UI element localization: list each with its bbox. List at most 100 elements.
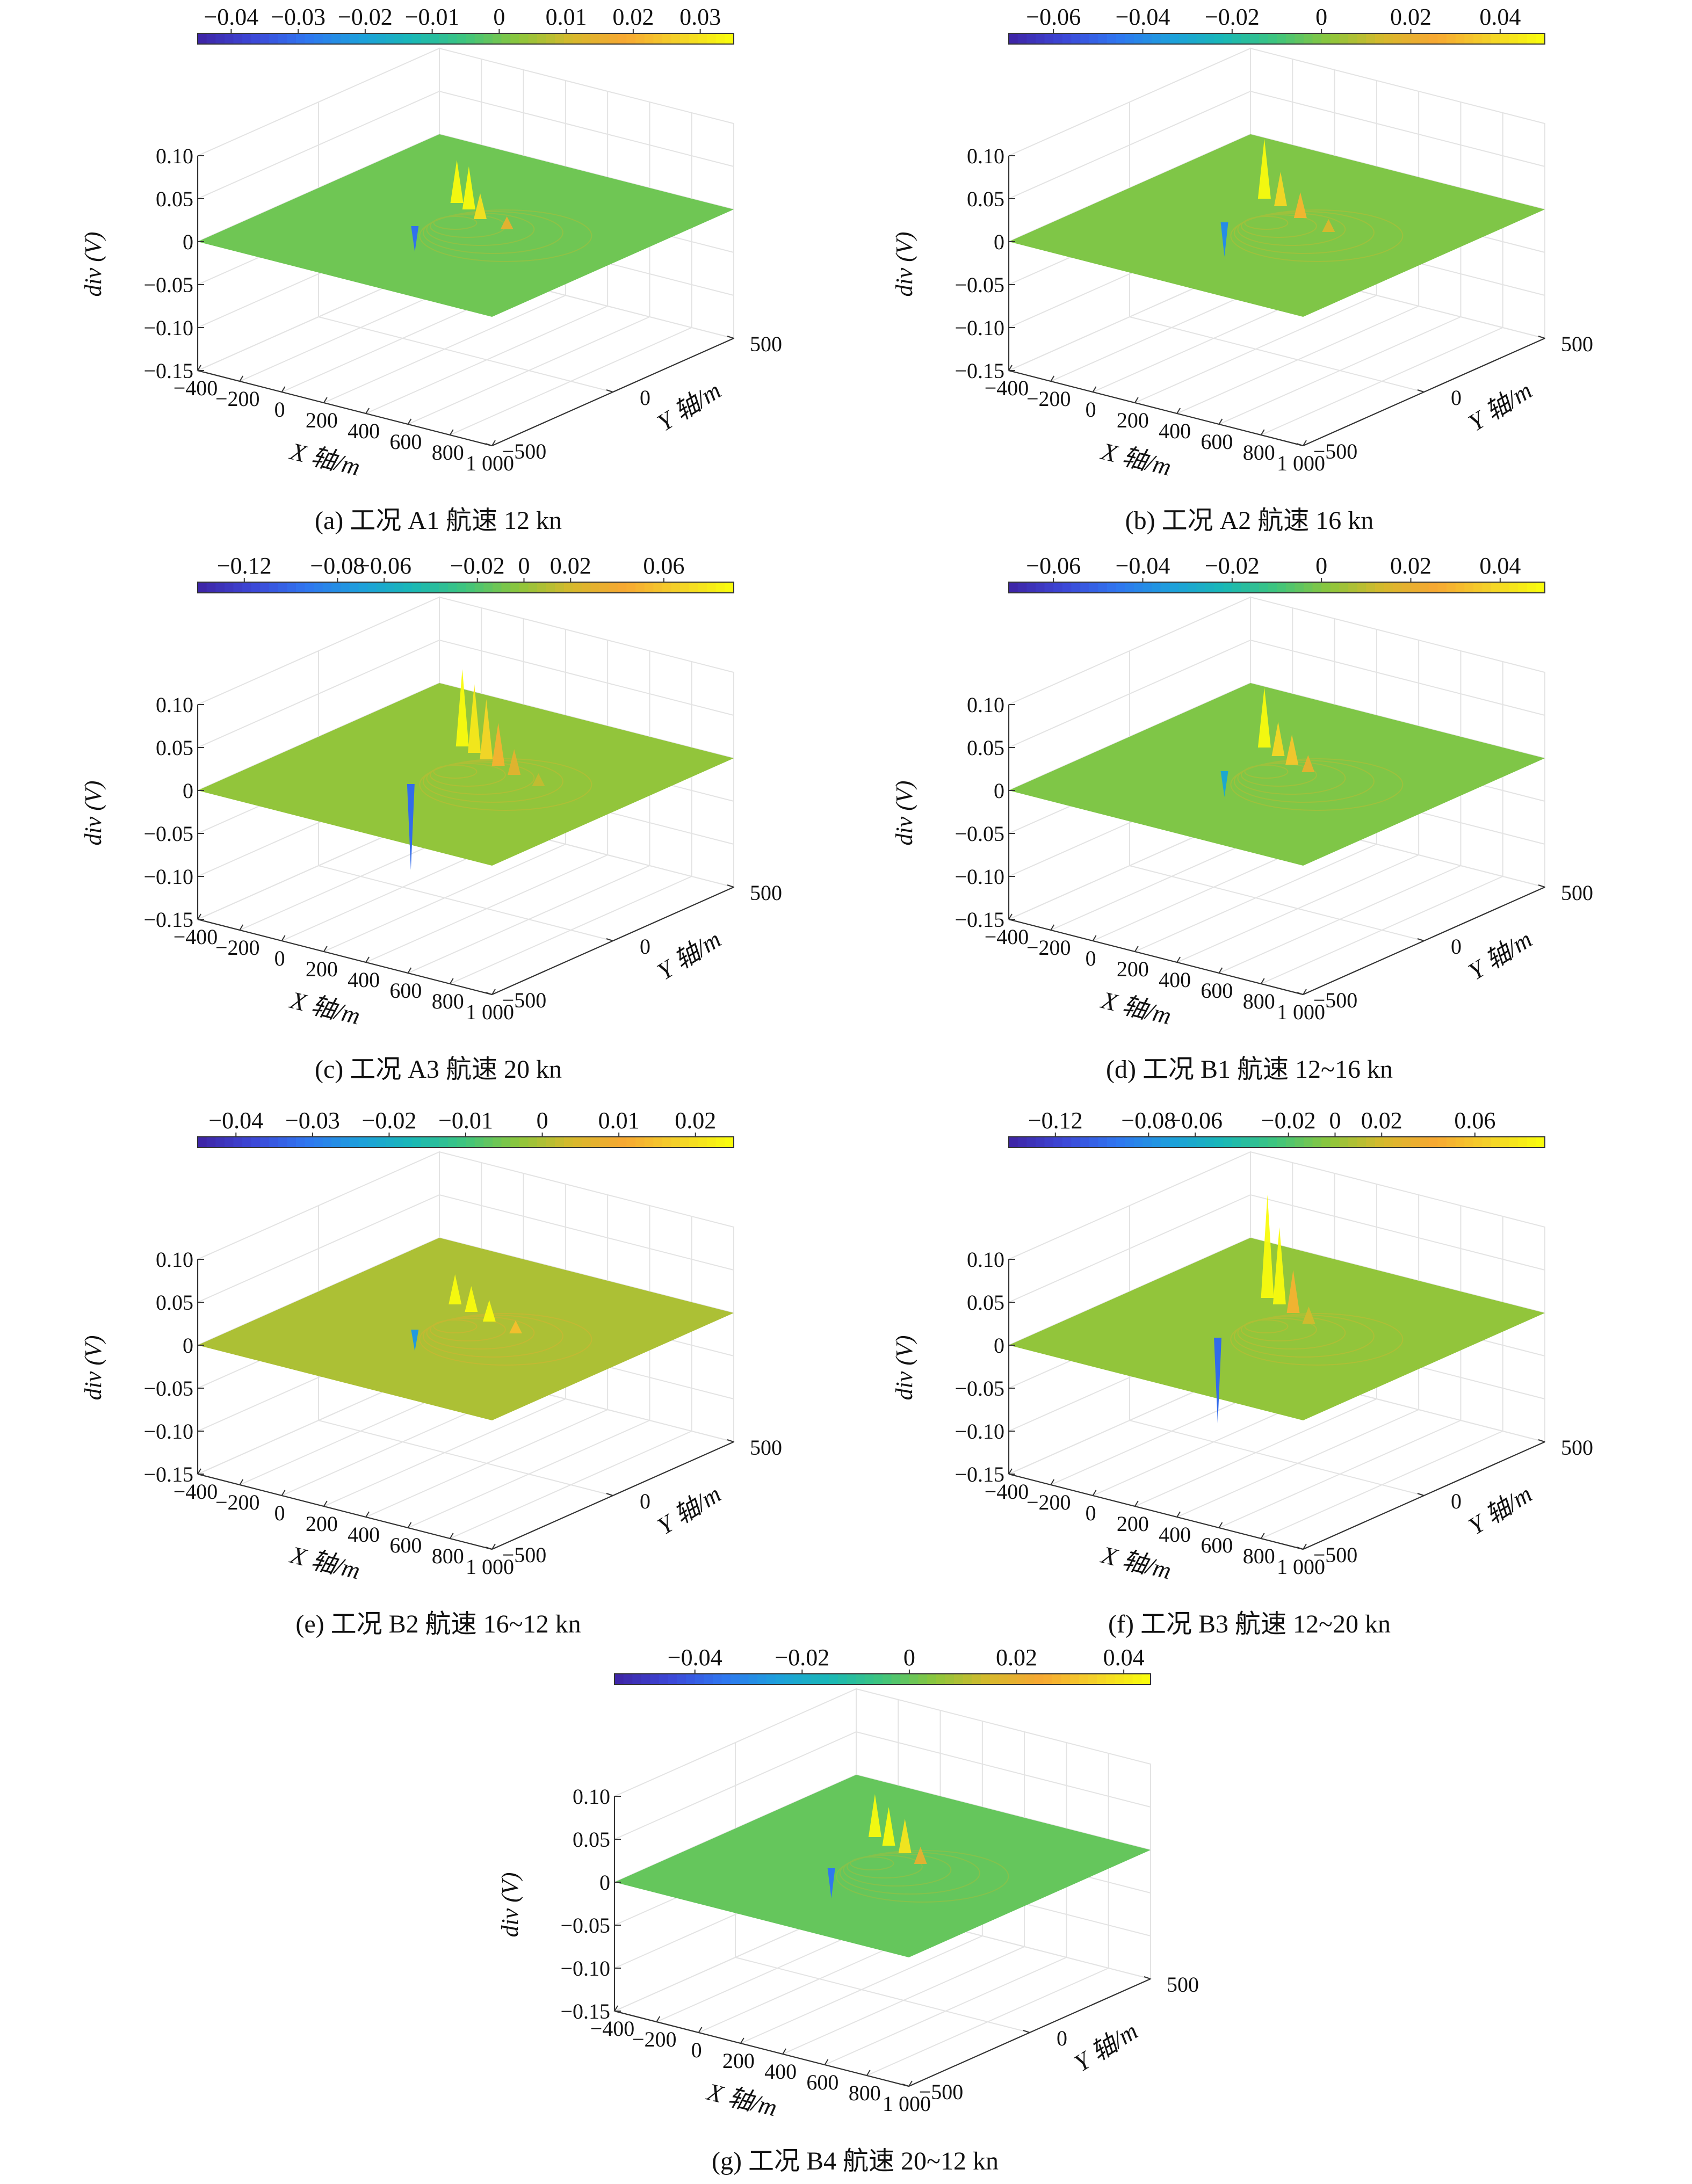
panel-b: 0.10 0.05 0 −0.05 −0.10 −0.15−400−200 0 200 400 6… (891, 4, 1593, 535)
colorbar-cell (1062, 582, 1072, 593)
colorbar-cell (1043, 1674, 1053, 1685)
z-tick-label: 0 (183, 230, 193, 254)
colorbar-cell (1455, 1137, 1465, 1148)
peak-3 (1301, 755, 1315, 772)
ripple (419, 1313, 592, 1366)
colorbar-cell (215, 582, 225, 593)
x-tick-label: −400 (985, 925, 1029, 949)
colorbar-cell (1232, 582, 1242, 593)
colorbar-cell (680, 582, 690, 593)
grid-line (614, 1731, 1151, 1840)
colorbar-cell (1536, 1137, 1545, 1148)
colorbar-cell (295, 582, 306, 593)
colorbar-cell (421, 1137, 431, 1148)
colorbar-cell (233, 1137, 243, 1148)
colorbar-cell (1152, 1137, 1161, 1148)
panel-d: 0.10 0.05 0 −0.05 −0.10 −0.15−400−200 0 200 400 6… (891, 553, 1593, 1084)
colorbar-cell (1295, 33, 1304, 44)
colorbar-cell (466, 1137, 475, 1148)
colorbar-cell (590, 33, 601, 44)
colorbar-cell (1017, 582, 1028, 593)
colorbar-cell (1143, 33, 1153, 44)
x-axis (1008, 369, 1304, 447)
colorbar-cell (287, 33, 297, 44)
panel-caption: (b) 工况 A2 航速 16 kn (1125, 506, 1374, 535)
z-tick-label: 0.05 (967, 736, 1004, 760)
y-tick-label: 0 (1451, 386, 1462, 410)
colorbar-cell (1035, 33, 1045, 44)
colorbar-cell (314, 1137, 323, 1148)
colorbar-cell (1241, 582, 1251, 593)
colorbar-cell (1250, 582, 1260, 593)
ripple (1244, 1319, 1289, 1333)
ripple (433, 216, 478, 230)
colorbar-cell (1052, 1674, 1062, 1685)
colorbar-cell (1375, 1137, 1385, 1148)
colorbar-cell (590, 582, 601, 593)
colorbar-cell (1312, 582, 1322, 593)
y-tick (485, 443, 493, 446)
colorbar-cell (698, 1137, 708, 1148)
colorbar-tick-label: −0.06 (1026, 4, 1081, 30)
colorbar-tick-label: 0 (518, 553, 530, 579)
x-tick (1008, 1468, 1013, 1475)
colorbar-cell (725, 33, 734, 44)
z-tick-label: −0.10 (955, 316, 1004, 340)
colorbar-cell (1016, 1674, 1026, 1685)
colorbar-cell (1062, 33, 1072, 44)
colorbar-cell (1464, 33, 1474, 44)
x-tick-label: 400 (1159, 1522, 1191, 1547)
colorbar-cell (367, 582, 377, 593)
x-tick-label: −400 (173, 925, 218, 949)
peak-1 (1272, 1227, 1286, 1304)
colorbar-cell (1071, 33, 1081, 44)
y-tick (727, 1439, 734, 1442)
colorbar-cell (1393, 1137, 1402, 1148)
colorbar-cell (662, 1137, 672, 1148)
colorbar-cell (1420, 1137, 1429, 1148)
colorbar-tick-label: 0.04 (1479, 4, 1521, 30)
colorbar-cell (242, 582, 252, 593)
colorbar-cell (251, 33, 261, 44)
x-tick-label: −200 (1026, 1490, 1071, 1514)
colorbar-cell (707, 582, 717, 593)
colorbar-cell (447, 33, 458, 44)
colorbar-cell (1053, 582, 1063, 593)
colorbar-frame (1008, 1136, 1545, 1148)
x-tick-label: 800 (1243, 440, 1275, 465)
colorbar-cell (519, 1137, 529, 1148)
z-tick-label: −0.15 (143, 908, 193, 932)
colorbar-cell (1107, 582, 1117, 593)
colorbar-cell (715, 33, 726, 44)
z-tick-label: 0.10 (156, 1247, 193, 1272)
colorbar-cell (873, 1674, 883, 1685)
colorbar-cell (1268, 33, 1277, 44)
colorbar-cell (412, 1137, 422, 1148)
colorbar-cell (847, 1674, 857, 1685)
colorbar-cell (447, 1137, 458, 1148)
y-tick-label: 0 (1451, 934, 1462, 959)
colorbar-cell (242, 1137, 252, 1148)
colorbar-cell (686, 1674, 696, 1685)
colorbar-tick-label: −0.01 (405, 4, 460, 30)
colorbar-tick-label: −0.02 (338, 4, 393, 30)
colorbar-cell (269, 1137, 279, 1148)
colorbar-tick-label: 0 (1329, 1107, 1341, 1134)
y-tick (1023, 2030, 1030, 2033)
z-tick-label: 0.05 (156, 187, 193, 211)
x-tick (197, 365, 201, 371)
x-tick (281, 1490, 286, 1496)
colorbar-cell (367, 1137, 377, 1148)
colorbar-cell (1196, 33, 1206, 44)
colorbar-cell (341, 582, 350, 593)
colorbar-cell (1116, 33, 1126, 44)
x-tick (407, 967, 412, 974)
peak-1 (462, 166, 475, 209)
x-tick-label: 1 000 (883, 2092, 931, 2116)
colorbar-cell (537, 33, 547, 44)
colorbar-cell (918, 1674, 928, 1685)
colorbar-cell (314, 582, 323, 593)
colorbar-cell (1053, 1137, 1063, 1148)
colorbar-tick-label: −0.02 (775, 1644, 829, 1671)
x-tick (740, 2037, 744, 2044)
